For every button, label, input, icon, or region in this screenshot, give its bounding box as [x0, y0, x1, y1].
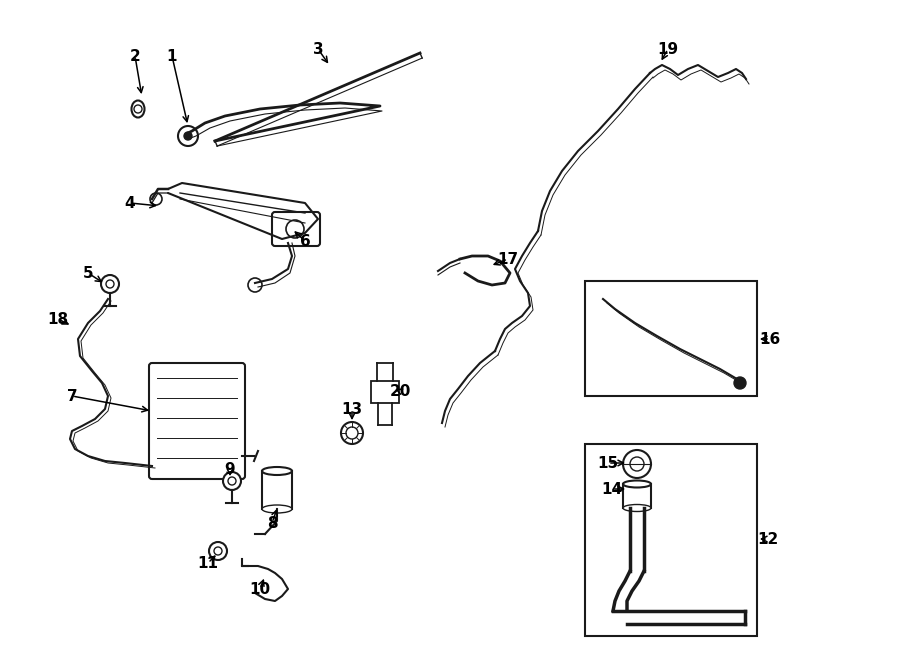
Text: 7: 7 — [67, 389, 77, 403]
Bar — [585, 281, 757, 396]
Ellipse shape — [623, 504, 651, 512]
Text: 13: 13 — [341, 401, 363, 416]
Circle shape — [346, 427, 358, 439]
Ellipse shape — [131, 100, 145, 118]
Bar — [623, 484, 651, 508]
Text: 14: 14 — [601, 481, 623, 496]
Text: 2: 2 — [130, 48, 140, 63]
Text: 9: 9 — [225, 461, 235, 477]
Circle shape — [214, 547, 222, 555]
Ellipse shape — [262, 505, 292, 513]
Bar — [585, 444, 757, 636]
Circle shape — [184, 132, 192, 140]
Circle shape — [248, 278, 262, 292]
Text: 16: 16 — [760, 332, 780, 346]
Text: 18: 18 — [48, 311, 68, 327]
Text: 15: 15 — [598, 455, 618, 471]
Text: 11: 11 — [197, 555, 219, 570]
Circle shape — [150, 193, 162, 205]
Text: 3: 3 — [312, 42, 323, 56]
Text: 17: 17 — [498, 251, 518, 266]
Circle shape — [106, 280, 114, 288]
Circle shape — [341, 422, 363, 444]
Text: 5: 5 — [83, 266, 94, 280]
Circle shape — [286, 220, 304, 238]
Text: 8: 8 — [266, 516, 277, 531]
Text: 19: 19 — [657, 42, 679, 56]
Circle shape — [228, 477, 236, 485]
FancyBboxPatch shape — [149, 363, 245, 479]
Circle shape — [134, 105, 142, 113]
Circle shape — [178, 126, 198, 146]
Text: 1: 1 — [166, 48, 177, 63]
Circle shape — [734, 377, 746, 389]
Text: 4: 4 — [125, 196, 135, 210]
Bar — [262, 471, 292, 509]
Circle shape — [630, 457, 644, 471]
Bar — [371, 381, 399, 403]
FancyBboxPatch shape — [272, 212, 320, 246]
Text: 20: 20 — [390, 383, 410, 399]
Circle shape — [209, 542, 227, 560]
Ellipse shape — [262, 467, 292, 475]
Circle shape — [101, 275, 119, 293]
Text: 6: 6 — [300, 233, 310, 249]
Circle shape — [223, 472, 241, 490]
Text: 10: 10 — [249, 582, 271, 596]
Ellipse shape — [623, 481, 651, 488]
Circle shape — [623, 450, 651, 478]
Text: 12: 12 — [758, 531, 778, 547]
